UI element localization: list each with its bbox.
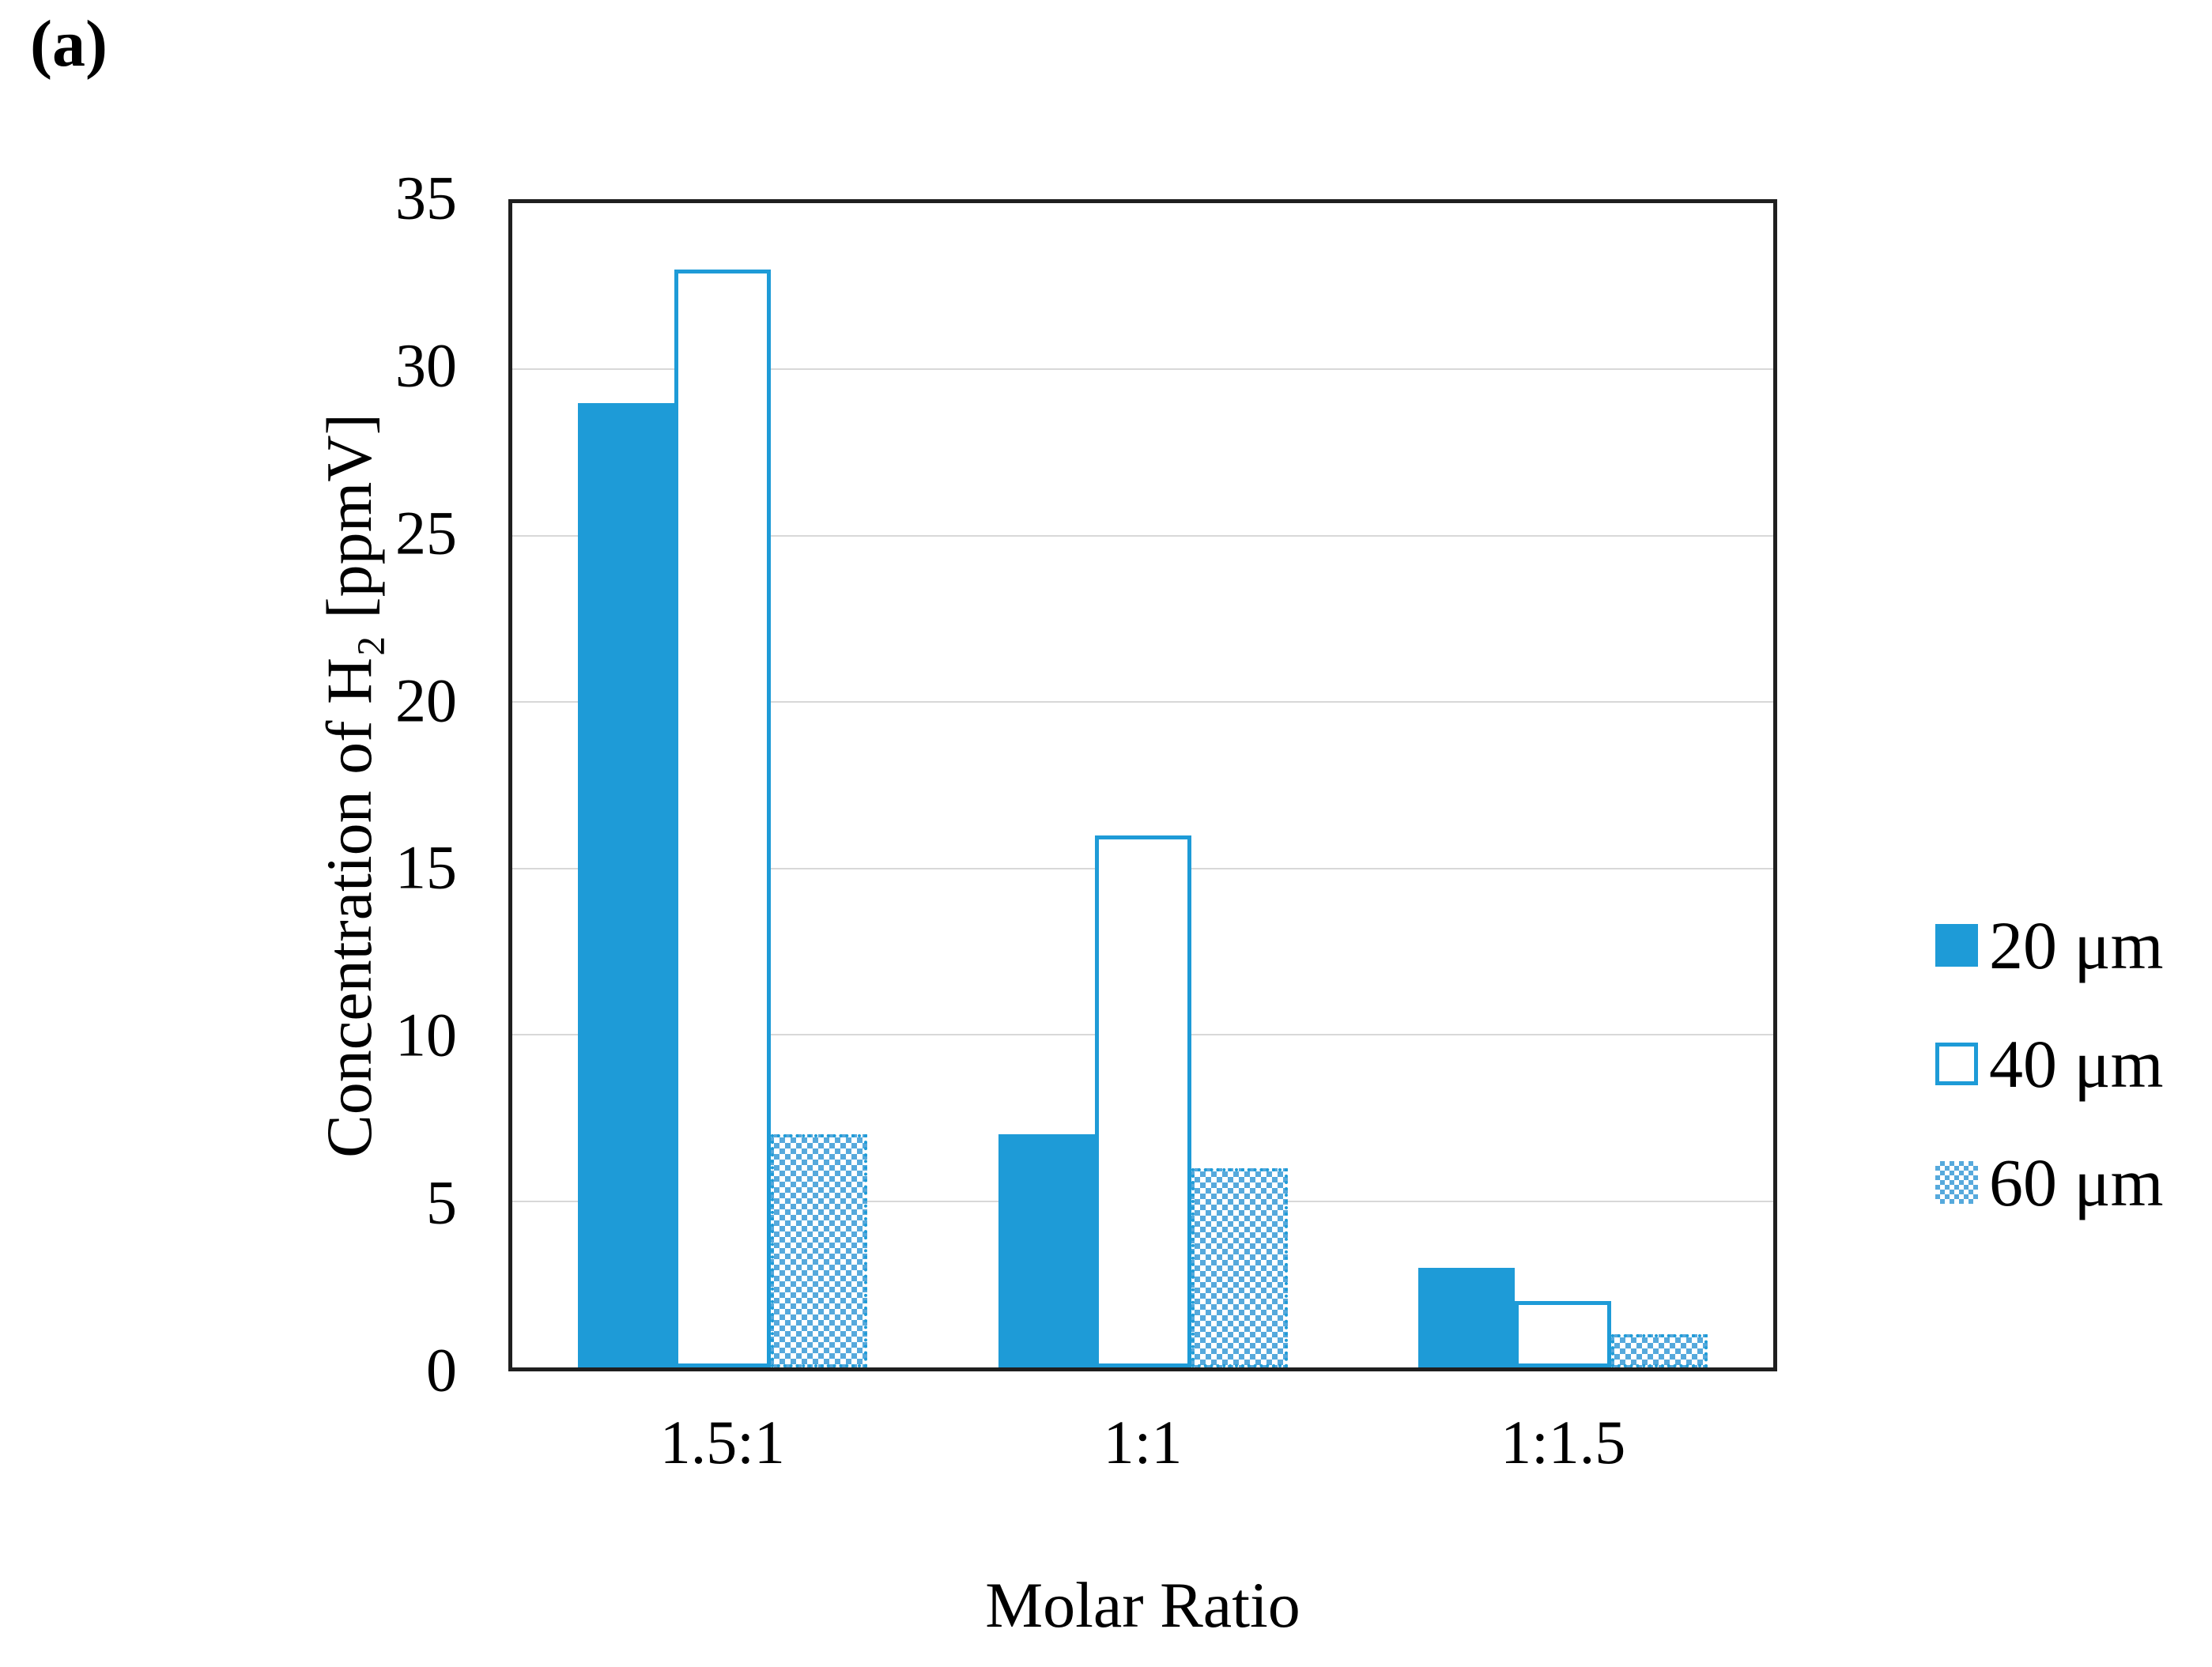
gridline-25: [512, 534, 1773, 537]
y-axis-title: Concentration of H₂ [ppmV]: [313, 413, 385, 1158]
y-tick-label-30: 30: [395, 330, 457, 400]
x-tick-label-1:1.5: 1:1.5: [1500, 1408, 1626, 1477]
legend-label: 40 μm: [1989, 1026, 2164, 1102]
legend-item-60μm: 60 μm: [1935, 1148, 2164, 1216]
x-axis-title: Molar Ratio: [985, 1569, 1300, 1641]
bar-20μm-1:1: [998, 1134, 1095, 1367]
y-tick-label-25: 25: [395, 498, 457, 568]
legend-swatch-solid-icon: [1935, 924, 1978, 967]
bar-40μm-1:1.5: [1515, 1300, 1612, 1367]
y-tick-label-10: 10: [395, 1000, 457, 1069]
bar-60μm-1.5:1: [770, 1134, 867, 1367]
bar-20μm-1:1.5: [1418, 1267, 1516, 1367]
legend-swatch-outline-icon: [1935, 1043, 1978, 1085]
gridline-30: [512, 368, 1773, 371]
bar-60μm-1:1.5: [1611, 1333, 1708, 1367]
legend-label: 20 μm: [1989, 907, 2164, 983]
bar-60μm-1:1: [1191, 1167, 1288, 1367]
y-tick-label-15: 15: [395, 832, 457, 902]
x-tick-label-1.5:1: 1.5:1: [659, 1408, 785, 1477]
plot-area: [508, 199, 1777, 1371]
y-tick-label-5: 5: [426, 1167, 457, 1237]
bar-40μm-1:1: [1094, 835, 1191, 1367]
x-tick-label-1:1: 1:1: [1103, 1408, 1183, 1477]
legend-label: 60 μm: [1989, 1145, 2164, 1220]
y-tick-label-0: 0: [426, 1335, 457, 1405]
y-tick-label-35: 35: [395, 163, 457, 232]
bar-40μm-1.5:1: [674, 270, 771, 1367]
y-tick-label-20: 20: [395, 666, 457, 735]
gridline-20: [512, 701, 1773, 703]
figure-panel-label: (a): [30, 7, 108, 81]
bar-20μm-1.5:1: [577, 402, 674, 1367]
legend-item-20μm: 20 μm: [1935, 911, 2164, 979]
legend-item-40μm: 40 μm: [1935, 1030, 2164, 1098]
legend-swatch-pattern-icon: [1935, 1161, 1978, 1204]
